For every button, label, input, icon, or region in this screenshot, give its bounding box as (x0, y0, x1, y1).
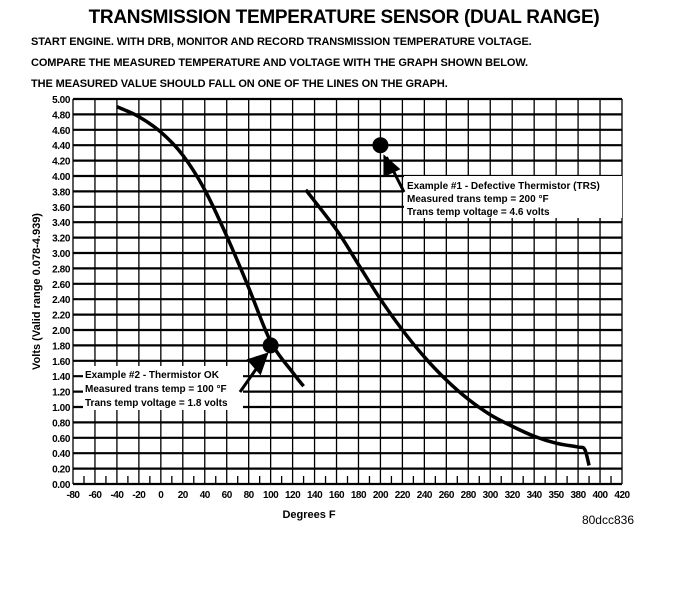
example-2-text: Example #2 - Thermistor OK (85, 370, 220, 381)
instruction-line-1: START ENGINE. WITH DRB, MONITOR AND RECO… (31, 36, 532, 48)
example-1-text: Measured trans temp = 200 °F (407, 194, 549, 205)
y-tick-label: 1.80 (52, 341, 71, 352)
y-tick-label: 2.60 (52, 280, 71, 291)
x-tick-label: 260 (439, 490, 455, 501)
chart-title: TRANSMISSION TEMPERATURE SENSOR (DUAL RA… (88, 7, 600, 28)
x-tick-label: 220 (395, 490, 411, 501)
y-tick-label: 5.00 (52, 95, 71, 106)
example-2-text: Trans temp voltage = 1.8 volts (85, 398, 228, 409)
y-tick-label: 4.20 (52, 157, 71, 168)
example-1-arrowhead (383, 154, 401, 178)
example-2-point (262, 337, 279, 354)
x-tick-label: 240 (417, 490, 433, 501)
x-tick-label: 280 (461, 490, 477, 501)
x-axis-label: Degrees F (282, 509, 335, 521)
x-tick-label: 380 (570, 490, 586, 501)
y-tick-label: 4.40 (52, 141, 71, 152)
example-2-text: Measured trans temp = 100 °F (85, 384, 227, 395)
y-tick-label: 2.80 (52, 264, 71, 275)
y-tick-label: 3.20 (52, 234, 71, 245)
x-tick-label: 80 (244, 490, 255, 501)
y-tick-label: 1.40 (52, 372, 71, 383)
y-tick-label: 3.40 (52, 218, 71, 229)
y-tick-label: 4.60 (52, 126, 71, 137)
instruction-line-2: COMPARE THE MEASURED TEMPERATURE AND VOL… (31, 57, 528, 69)
series-line-2 (304, 188, 591, 466)
example-1-point (372, 137, 389, 154)
x-tick-label: 100 (263, 490, 279, 501)
example-1-text: Example #1 - Defective Thermistor (TRS) (407, 181, 600, 192)
x-tick-label: 420 (614, 490, 630, 501)
example-1-text: Trans temp voltage = 4.6 volts (407, 207, 550, 218)
y-tick-label: 3.00 (52, 249, 71, 260)
x-tick-label: 180 (351, 490, 367, 501)
x-tick-label: 0 (158, 490, 164, 501)
y-tick-label: 3.60 (52, 203, 71, 214)
y-tick-label: 0.60 (52, 434, 71, 445)
y-tick-label: 4.80 (52, 110, 71, 121)
x-tick-label: 160 (329, 490, 345, 501)
x-tick-label: 300 (483, 490, 499, 501)
y-tick-label: 1.20 (52, 388, 71, 399)
y-tick-label: 2.00 (52, 326, 71, 337)
x-tick-label: 140 (307, 490, 323, 501)
x-tick-label: 40 (200, 490, 211, 501)
example-2-arrowhead (246, 352, 269, 376)
x-tick-label: 320 (505, 490, 521, 501)
x-tick-label: 200 (373, 490, 389, 501)
y-tick-label: 0.40 (52, 449, 71, 460)
y-tick-label: 3.80 (52, 187, 71, 198)
x-tick-label: -60 (88, 490, 102, 501)
y-tick-label: 0.00 (52, 480, 71, 491)
y-axis-label: Volts (Valid range 0.078-4.939) (31, 213, 43, 370)
x-tick-label: 60 (222, 490, 233, 501)
y-tick-label: 1.00 (52, 403, 71, 414)
instruction-line-3: THE MEASURED VALUE SHOULD FALL ON ONE OF… (31, 78, 448, 90)
x-tick-label: -80 (67, 490, 81, 501)
y-tick-label: 4.00 (52, 172, 71, 183)
annotation-2-bg (83, 366, 243, 410)
x-tick-label: -40 (110, 490, 124, 501)
x-tick-label: 340 (527, 490, 543, 501)
x-tick-label: 350 (549, 490, 565, 501)
x-tick-label: 400 (592, 490, 608, 501)
x-tick-label: 20 (178, 490, 189, 501)
y-tick-label: 2.20 (52, 311, 71, 322)
x-tick-label: -20 (132, 490, 146, 501)
y-tick-label: 0.20 (52, 465, 71, 476)
annotation-1-bg (404, 176, 622, 218)
y-tick-label: 1.60 (52, 357, 71, 368)
figure-id: 80dcc836 (582, 513, 634, 527)
x-tick-label: 120 (285, 490, 301, 501)
y-tick-label: 2.40 (52, 295, 71, 306)
series-line-1 (116, 105, 305, 388)
y-tick-label: 0.80 (52, 418, 71, 429)
